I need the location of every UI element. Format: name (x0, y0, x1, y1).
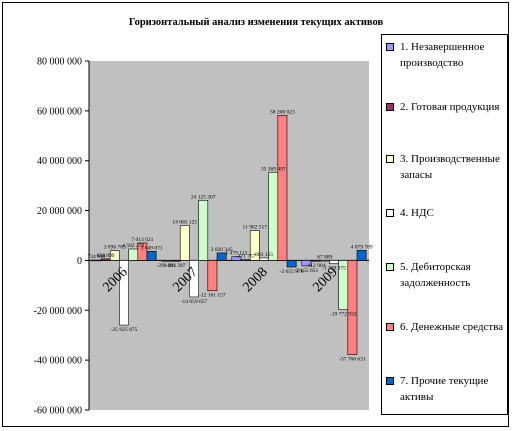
y-tick-label: -60 000 000 (34, 406, 82, 417)
data-label: -2 655 970 (280, 269, 304, 275)
data-label: 14 065 125 (172, 219, 197, 225)
data-label: -19 772 932 (330, 312, 357, 318)
data-label: 734 698 (87, 254, 105, 260)
legend-swatch (386, 103, 394, 111)
y-tick-label: -20 000 000 (34, 306, 82, 317)
bar-series-2 (310, 260, 321, 262)
data-label: 658 899 (97, 253, 115, 259)
data-label: 58 200 023 (270, 109, 295, 115)
y-tick-label: 0 (77, 256, 82, 267)
data-label: 11 962 517 (243, 225, 268, 231)
legend-item-3: 3. Производственные запасы (386, 151, 506, 183)
bar-series-3 (109, 250, 120, 261)
data-label: 35 369 497 (261, 166, 286, 172)
y-tick-label: 40 000 000 (37, 156, 82, 167)
bar-series-7 (286, 260, 297, 268)
y-axis: -60 000 000 -40 000 000 -20 000 000 0 20 000… (34, 57, 369, 417)
data-label: 4 079 789 (351, 244, 373, 250)
legend-label: 2. Готовая продукция (400, 101, 500, 113)
plot-area (89, 61, 369, 410)
legend-label: 1. Незавершенное производство (400, 41, 485, 69)
legend-item-6: 6. Денежные средства (386, 319, 506, 335)
chart-title: Горизонтальный анализ изменения текущих … (129, 17, 384, 28)
legend-item-2: 2. Готовая продукция (386, 99, 506, 115)
bar-series-5 (268, 171, 279, 261)
data-label: -37 766 631 (339, 357, 366, 363)
bar-series-7 (216, 252, 227, 261)
data-label: -271 757 (236, 254, 256, 260)
bar-series-4 (119, 260, 129, 326)
data-label: -298 891 (157, 263, 177, 269)
legend-label: 6. Денежные средства (400, 321, 504, 333)
legend-item-1: 1. Незавершенное производство (386, 39, 506, 71)
bar-series-4 (259, 257, 269, 261)
bar-series-4 (189, 260, 199, 298)
data-label: -201 397 (166, 263, 186, 269)
y-tick-label: 60 000 000 (37, 106, 82, 117)
y-tick-label: 20 000 000 (37, 206, 82, 217)
bar-series-2 (240, 259, 251, 261)
data-label: -2 155 651 (294, 268, 318, 274)
bar-series-6 (207, 260, 218, 292)
chart-canvas: Горизонтальный анализ изменения текущих … (34, 17, 384, 417)
bar-series-5 (198, 199, 209, 261)
legend-swatch (386, 43, 394, 51)
bar-series-7 (356, 249, 367, 261)
bar-series-6 (277, 115, 288, 261)
y-tick-label: -40 000 000 (34, 356, 82, 367)
bar-series-1 (91, 259, 102, 262)
data-label: 803 155 (255, 252, 273, 258)
data-label: 4 582 270 (122, 243, 144, 249)
bar-series-6 (347, 260, 358, 355)
bars-group (91, 115, 367, 355)
data-label: 24 125 307 (191, 194, 216, 200)
chart-frame: Горизонтальный анализ изменения текущих … (2, 2, 509, 427)
legend-item-4: 4. НДС (386, 205, 506, 221)
bar-series-1 (301, 260, 312, 267)
data-label: -12 161 157 (199, 293, 226, 299)
bar-series-3 (179, 225, 190, 261)
bar-series-2 (170, 260, 181, 262)
data-label: -25 925 875 (111, 327, 138, 333)
legend-label: 3. Производственные запасы (400, 153, 500, 181)
legend-swatch (386, 323, 394, 331)
y-tick-label: 80 000 000 (37, 57, 82, 68)
bar-series-3 (249, 230, 260, 261)
data-label: 3 649 071 (141, 245, 163, 251)
data-label: -112 904 (306, 263, 326, 269)
bar-series-1 (161, 260, 172, 262)
data-label: 3 020 345 (211, 247, 233, 253)
legend-label: 5. Дебиторская задолженность (400, 261, 471, 289)
data-label: -14 659 657 (181, 299, 208, 305)
legend-swatch (386, 263, 394, 271)
legend-swatch (386, 209, 394, 217)
bar-series-3 (319, 259, 330, 262)
bar-series-7 (146, 251, 157, 261)
legend-label: 7. Прочие текущие активы (400, 375, 489, 403)
legend: 1. Незавершенное производство 2. Готовая … (381, 34, 508, 415)
legend-item-5: 5. Дебиторская задолженность (386, 259, 506, 291)
legend-label: 4. НДС (400, 207, 434, 219)
bar-series-1 (231, 256, 242, 261)
legend-swatch (386, 377, 394, 385)
data-label: 3 896 785 (104, 245, 126, 251)
legend-swatch (386, 155, 394, 163)
legend-item-7: 7. Прочие текущие активы (386, 373, 506, 405)
bar-series-4 (329, 260, 339, 264)
data-label: 67 889 (317, 254, 332, 260)
data-label: -1 309 375 (322, 266, 346, 272)
data-label: 7 013 621 (131, 237, 153, 243)
data-label: 1 479 113 (226, 251, 248, 257)
bar-series-5 (128, 248, 139, 261)
